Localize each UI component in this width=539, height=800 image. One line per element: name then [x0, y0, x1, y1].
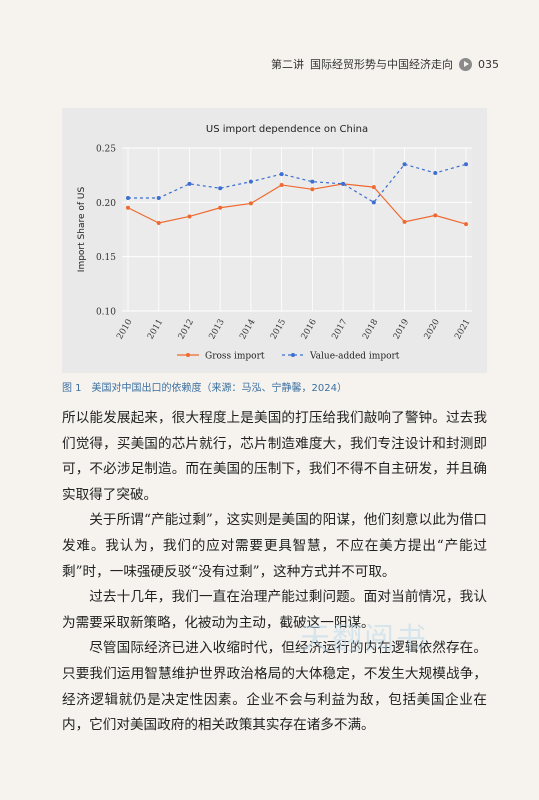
- figure-caption: 图 1 美国对中国出口的依赖度（来源：马泓、宁静馨，2024）: [62, 383, 347, 394]
- data-point: [310, 179, 315, 184]
- data-point: [433, 213, 438, 218]
- y-tick-label: 0.25: [96, 145, 116, 155]
- x-tick-label: 2015: [269, 318, 288, 342]
- data-point: [464, 222, 468, 227]
- x-tick-label: 2020: [422, 318, 441, 342]
- x-tick-label: 2021: [453, 318, 472, 342]
- data-point: [433, 170, 438, 175]
- data-point: [156, 220, 161, 225]
- data-point: [218, 186, 223, 191]
- header-title: 国际经贸形势与中国经济走向: [310, 58, 453, 71]
- legend-label: Gross import: [205, 352, 265, 362]
- x-tick-label: 2013: [207, 318, 226, 342]
- data-point: [248, 179, 253, 184]
- legend-marker: [186, 353, 190, 357]
- x-tick-label: 2018: [361, 318, 380, 342]
- running-header: 第二讲 国际经贸形势与中国经济走向 035: [271, 56, 499, 72]
- data-point: [126, 205, 130, 210]
- legend-label: Value-added import: [309, 352, 400, 362]
- x-tick-label: 2016: [299, 318, 318, 342]
- data-point: [310, 187, 315, 192]
- data-point: [464, 162, 468, 167]
- chart-title: US import dependence on China: [206, 124, 368, 135]
- data-point: [279, 172, 284, 177]
- data-point: [187, 214, 192, 219]
- y-tick-label: 0.10: [96, 308, 116, 318]
- plot-area: [122, 148, 472, 311]
- y-tick-label: 0.20: [96, 199, 116, 209]
- data-point: [248, 201, 253, 206]
- paragraph: 过去十几年，我们一直在治理产能过剩问题。面对当前情况，我认为需要采取新策略，化被…: [62, 589, 487, 631]
- data-point: [371, 185, 376, 190]
- data-point: [402, 219, 407, 224]
- data-point: [187, 181, 192, 186]
- x-tick-label: 2010: [115, 318, 134, 342]
- x-tick-label: 2012: [177, 318, 196, 342]
- paragraph: 关于所谓“产能过剩”，这实则是美国的阳谋，他们刻意以此为借口发难。我认为，我们的…: [62, 512, 487, 580]
- series-line-gross-import: [127, 183, 467, 225]
- figure-chart: US import dependence on China 0.10 0.15 0.2…: [62, 108, 487, 373]
- play-icon: [459, 57, 472, 71]
- body-text: 所以能发展起来，很大程度上是美国的打压给我们敲响了警钟。过去我们觉得，买美国的芯…: [62, 406, 487, 739]
- data-point: [279, 182, 284, 187]
- paragraph: 尽管国际经济已进入收缩时代，但经济运行的内在逻辑依然存在。只要我们运用智慧维护世…: [62, 640, 487, 734]
- data-point: [371, 200, 376, 205]
- section-label: 第二讲: [271, 58, 304, 71]
- data-point: [156, 195, 161, 200]
- data-point: [402, 162, 407, 167]
- x-tick-label: 2019: [392, 318, 411, 342]
- x-tick-label: 2017: [330, 318, 349, 342]
- line-chart: US import dependence on China 0.10 0.15 0.2…: [77, 124, 473, 362]
- data-point: [341, 181, 346, 186]
- y-tick-label: 0.15: [96, 253, 116, 263]
- data-point: [218, 205, 223, 210]
- legend-marker: [291, 353, 295, 357]
- data-point: [126, 195, 130, 200]
- x-tick-label: 2014: [238, 318, 257, 342]
- x-tick-label: 2011: [146, 318, 165, 342]
- page-number: 035: [478, 57, 499, 71]
- y-axis-label: Import Share of US: [77, 187, 87, 273]
- paragraph: 所以能发展起来，很大程度上是美国的打压给我们敲响了警钟。过去我们觉得，买美国的芯…: [62, 410, 487, 503]
- series-line-value-added-import: [128, 163, 467, 204]
